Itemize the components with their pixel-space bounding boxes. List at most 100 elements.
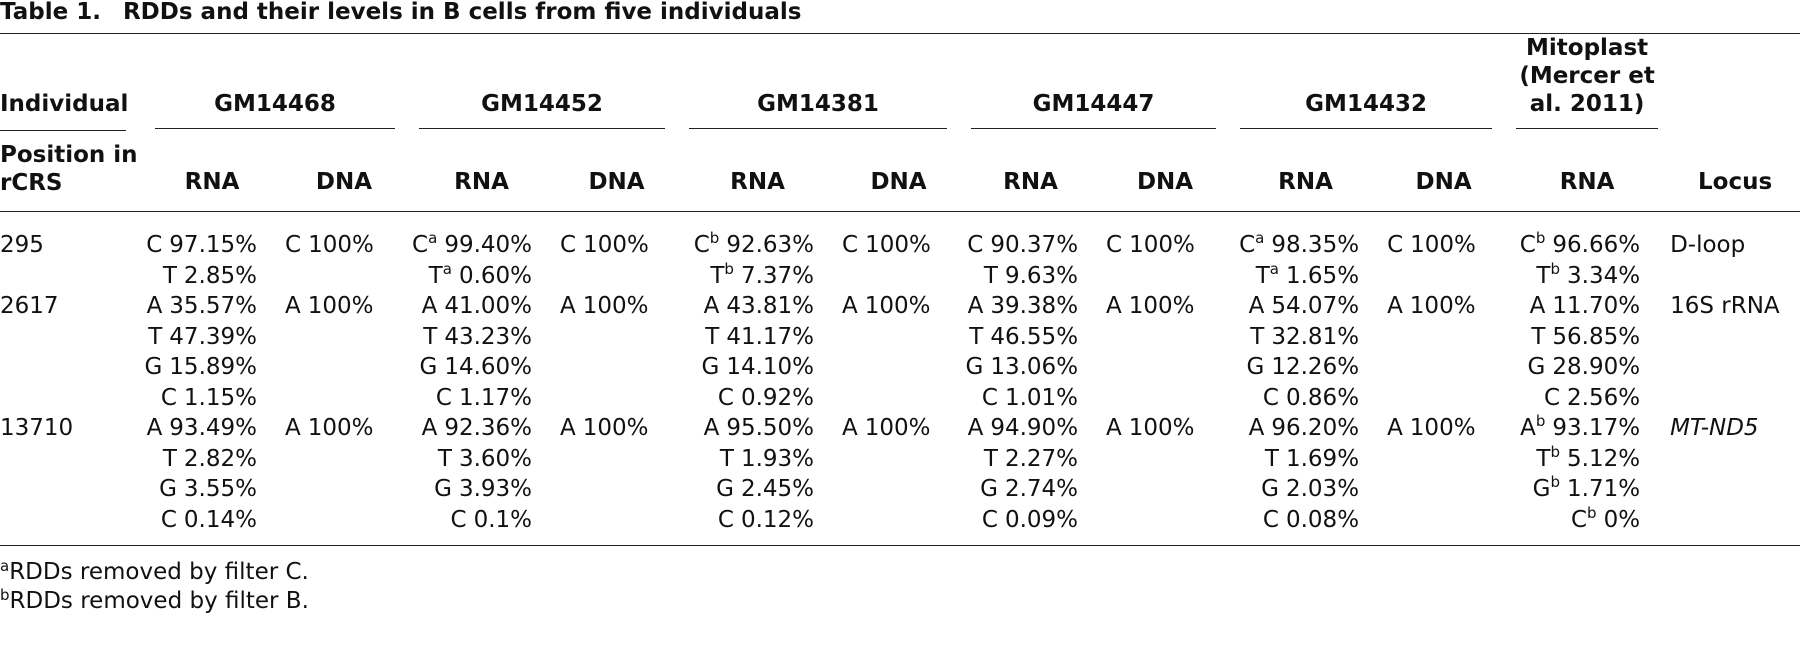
footnote-mark: a — [1255, 229, 1265, 247]
percentage: 0.1% — [473, 506, 533, 533]
table-row: 2617 A 35.57% T 47.39% G 15.89% C 1.15% A 100% A 41.… — [0, 291, 1800, 413]
entry: G 14.10% — [677, 352, 815, 383]
percentage: 1.17% — [458, 384, 533, 411]
percentage: 0.08% — [1285, 506, 1360, 533]
group-header: GM14452 — [407, 34, 677, 141]
base: A — [1106, 415, 1122, 441]
entry: T 43.23% — [407, 322, 532, 353]
table-cell: A 100% — [1383, 413, 1504, 546]
base: T — [437, 445, 452, 472]
footnote-mark: a — [442, 259, 452, 278]
entry: C 100% — [560, 230, 677, 261]
base: T — [162, 262, 177, 289]
percentage: 0.92% — [740, 384, 815, 411]
entry: C 0.92% — [677, 383, 814, 414]
base: C — [285, 232, 302, 258]
base: C — [450, 506, 467, 533]
table-cell: Ab 93.17% Tb 5.12% Gb 1.71% Cb 0% — [1504, 413, 1670, 546]
base: T — [710, 262, 725, 289]
table-cell: A 94.90% T 2.27% G 2.74% C 0.09% — [959, 413, 1102, 546]
percentage: 0.60% — [458, 262, 533, 289]
header-cell: Individual — [0, 34, 143, 141]
entry: C 1.17% — [407, 383, 532, 414]
entry: T 46.55% — [959, 322, 1078, 353]
footnote-mark: b — [1535, 229, 1546, 247]
percentage: 1.93% — [740, 445, 815, 472]
entry: C 1.15% — [143, 383, 257, 414]
base: G — [159, 476, 177, 502]
footnote-mark: b — [709, 229, 720, 247]
percentage: 2.27% — [1004, 445, 1079, 472]
percentage: 1.15% — [183, 384, 257, 411]
entry: G 2.45% — [677, 474, 814, 505]
base: G — [419, 354, 438, 380]
entry: C 90.37% — [959, 230, 1078, 261]
percentage: 14.10% — [726, 354, 815, 380]
base: C — [1543, 384, 1560, 411]
table-cell: A 96.20% T 1.69% G 2.03% C 0.08% — [1228, 413, 1383, 546]
base: G — [144, 354, 163, 380]
percentage: 1.65% — [1285, 262, 1360, 289]
percentage: 14.60% — [444, 354, 533, 380]
group-name: GM14447 — [971, 90, 1217, 129]
percentage: 100% — [583, 232, 649, 258]
percentage: 100% — [307, 293, 374, 319]
position: 13710 — [0, 415, 74, 441]
table-cell: C 90.37% T 9.63% — [959, 212, 1102, 292]
base: T — [983, 445, 998, 472]
percentage: 3.60% — [458, 445, 533, 472]
percentage: 100% — [864, 293, 931, 319]
entry: C 0.14% — [143, 505, 257, 536]
footnote-text: RDDs removed by filter C. — [9, 559, 309, 585]
entry: C 100% — [842, 230, 959, 261]
base: A — [703, 415, 720, 441]
group-header: GM14381 — [677, 34, 959, 141]
base: A — [560, 415, 576, 441]
entry: Ab 93.17% — [1504, 413, 1640, 444]
base: A — [1520, 415, 1536, 441]
entry: A 100% — [285, 291, 407, 322]
percentage: 100% — [1409, 415, 1476, 441]
base: C — [1262, 384, 1279, 411]
table-cell: A 100% — [838, 413, 959, 546]
group-name: GM14381 — [689, 90, 948, 129]
percentage: 100% — [1128, 293, 1195, 319]
base: T — [148, 323, 163, 350]
percentage: 2.56% — [1567, 384, 1641, 411]
percentage: 11.70% — [1552, 293, 1641, 319]
locus-label: Locus — [1670, 141, 1800, 212]
entry: C 0.08% — [1228, 505, 1359, 536]
table-cell: A 100% — [281, 291, 407, 413]
percentage: 100% — [1410, 232, 1476, 258]
entry: G 28.90% — [1504, 352, 1641, 383]
base: T — [1255, 262, 1270, 289]
entry: C 0.12% — [677, 505, 814, 536]
column-header: DNA — [556, 141, 678, 212]
base: G — [716, 476, 734, 502]
base: A — [703, 293, 720, 319]
base: T — [719, 445, 734, 472]
entry: C 97.15% — [143, 230, 257, 261]
percentage: 92.36% — [444, 415, 533, 441]
base: A — [842, 293, 858, 319]
entry: C 100% — [1387, 230, 1504, 261]
entry: T 3.60% — [407, 444, 532, 475]
header-row: Individual GM14468 GM14452 GM14381 GM14447 GM… — [0, 34, 1800, 141]
entry: T 2.27% — [959, 444, 1078, 475]
footnote-mark: b — [1587, 503, 1597, 522]
percentage: 99.40% — [444, 232, 533, 258]
base: C — [981, 506, 998, 533]
percentage: 41.17% — [726, 323, 815, 350]
percentage: 93.49% — [169, 415, 257, 441]
entry: A 100% — [1387, 291, 1504, 322]
table-cell: A 95.50% T 1.93% G 2.45% C 0.12% — [677, 413, 838, 546]
locus: MT-ND5 — [1670, 415, 1759, 441]
entry: Ca 98.35% — [1228, 230, 1359, 261]
entry: C 1.01% — [959, 383, 1078, 414]
percentage: 3.93% — [458, 476, 533, 502]
entry: T 56.85% — [1504, 322, 1640, 353]
percentage: 2.85% — [183, 262, 257, 289]
column-header: RNA — [407, 141, 557, 212]
base: C — [693, 232, 710, 258]
table-cell: C 100% — [1383, 212, 1504, 292]
